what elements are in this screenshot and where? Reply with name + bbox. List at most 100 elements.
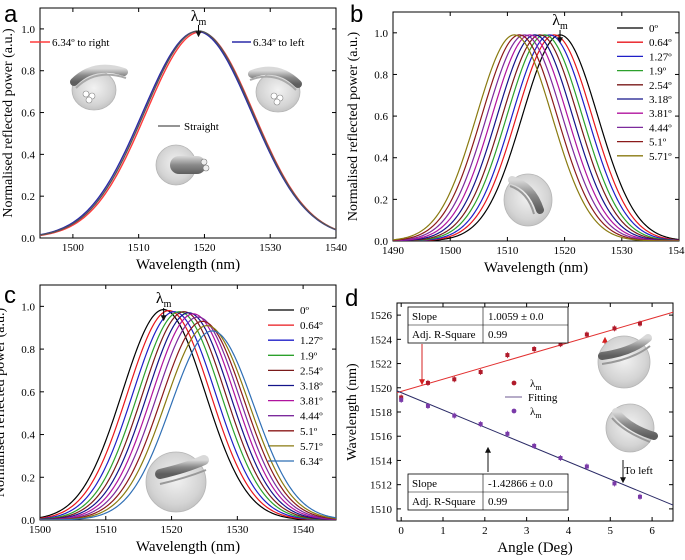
c-series-line-5 [40, 312, 336, 520]
b-y-axis-title: Normalised reflected power (a.u.) [346, 32, 361, 222]
d-point-series-0 [584, 332, 589, 337]
c-series-line-10 [40, 330, 336, 520]
b-ytick-label: 0.0 [374, 236, 388, 248]
d-xtick-label: 5 [608, 525, 614, 537]
panel-a: 1500 1510 1520 1530 1540 0.0 0.2 0.4 0.6 0.8 1.0 Wa… [1, 7, 348, 273]
d-ytick-label: 1522 [370, 359, 392, 371]
d-point-series-1 [612, 481, 617, 486]
d-ytick-label: 1510 [370, 504, 393, 516]
c-legend-label-8: 5.1º [300, 426, 318, 438]
d-table-value: 0.99 [488, 329, 508, 341]
a-xtick-label: 1530 [259, 242, 282, 254]
d-table-value: 0.99 [488, 496, 508, 508]
d-xtick-label: 4 [566, 525, 572, 537]
c-plot-frame [39, 284, 337, 521]
panel-a-letter: a [4, 1, 18, 28]
a-series-line-2 [40, 30, 336, 236]
c-ytick-label: 1.0 [21, 301, 35, 313]
a-xtick-label: 1540 [325, 242, 348, 254]
b-series-line-5 [393, 34, 679, 241]
c-x-axis-title: Wavelength (nm) [136, 539, 240, 555]
a-series-line-1 [40, 30, 336, 236]
d-point-series-0 [637, 321, 642, 326]
b-xtick-label: 1540 [668, 245, 685, 257]
b-series-line-7 [393, 34, 679, 241]
c-xtick-label: 1530 [226, 524, 249, 536]
c-series-line-1 [40, 310, 336, 520]
d-legend-label-0: λm [530, 378, 542, 392]
b-legend-label-8: 5.1º [649, 137, 667, 149]
b-plot-frame [392, 11, 680, 242]
fiber-illustration-c [145, 451, 209, 513]
c-series-line-7 [40, 316, 336, 520]
c-legend-label-9: 5.71º [300, 441, 323, 453]
d-table-label: Slope [412, 478, 437, 490]
c-ytick-label: 0.6 [21, 387, 35, 399]
b-ytick-label: 1.0 [374, 28, 388, 40]
label-to-left: 6.34º to left [253, 37, 304, 49]
b-xtick-label: 1490 [382, 245, 405, 257]
b-legend-label-7: 4.44º [649, 122, 672, 134]
d-table-label: Adj. R-Square [412, 496, 476, 508]
fiber-illustration-b [503, 173, 553, 227]
b-xtick-label: 1510 [496, 245, 519, 257]
a-xtick-label: 1520 [193, 242, 216, 254]
d-fit-line-0 [396, 311, 674, 394]
b-xtick-label: 1520 [554, 245, 577, 257]
d-x-axis-title: Angle (Deg) [497, 540, 572, 556]
fiber-illustration-d-left [605, 403, 658, 453]
c-legend-label-3: 1.9º [300, 350, 318, 362]
c-series-line-6 [40, 313, 336, 520]
d-ytick-label: 1512 [370, 480, 392, 492]
d-xtick-label: 3 [524, 525, 530, 537]
c-legend-label-0: 0º [300, 305, 310, 317]
b-x-axis-title: Wavelength (nm) [484, 260, 588, 276]
d-point-series-1 [399, 397, 404, 402]
panel-b: 1490 1500 1510 1520 1530 1540 0.0 0.2 0.4 0.6 0.8 1… [346, 11, 685, 276]
b-series-line-6 [393, 34, 679, 241]
b-series-line-0 [393, 34, 679, 241]
b-series-line-9 [393, 34, 679, 241]
c-series-line-0 [40, 308, 336, 520]
b-legend-label-4: 2.54º [649, 80, 672, 92]
d-ytick-label: 1514 [370, 455, 393, 467]
c-y-axis-title: Normalised reflected power (a.u.) [0, 308, 8, 498]
a-ytick-label: 0.0 [21, 233, 35, 245]
b-xtick-label: 1530 [611, 245, 634, 257]
d-xtick-label: 6 [649, 525, 655, 537]
d-legend-swatch-2 [511, 408, 517, 414]
b-series-line-1 [393, 34, 679, 241]
panel-d: 0 1 2 3 4 5 6 1510 1512 1514 1516 1518 1520 1522 1524 1… [345, 302, 674, 556]
d-xtick-label: 2 [482, 525, 488, 537]
c-xtick-label: 1500 [29, 524, 52, 536]
c-ytick-label: 0.0 [21, 515, 35, 527]
a-y-axis-title: Normalised reflected power (a.u.) [1, 28, 16, 218]
label-to-right: 6.34º to right [52, 37, 110, 49]
panel-d-letter: d [345, 285, 358, 312]
c-xtick-label: 1520 [161, 524, 184, 536]
a-series-line-0 [40, 31, 336, 237]
c-xtick-label: 1510 [95, 524, 118, 536]
d-point-series-1 [505, 431, 510, 436]
fiber-illustration-d-right [597, 334, 652, 389]
a-ytick-label: 0.2 [21, 191, 35, 203]
d-table-value: -1.42866 ± 0.0 [488, 478, 553, 490]
fiber-illustration-straight [155, 144, 210, 186]
b-legend-label-9: 5.71º [649, 151, 672, 163]
d-annotation-to-left: To left [624, 465, 653, 477]
d-ytick-label: 1524 [370, 334, 393, 346]
b-legend-label-1: 0.64º [649, 37, 672, 49]
d-ytick-label: 1526 [370, 310, 393, 322]
d-point-series-0 [452, 377, 457, 382]
a-ytick-label: 0.4 [21, 149, 35, 161]
b-legend-label-5: 3.18º [649, 94, 672, 106]
c-legend-label-4: 2.54º [300, 365, 323, 377]
d-point-series-1 [452, 413, 457, 418]
d-fit-line-1 [396, 390, 674, 506]
a-xtick-label: 1510 [128, 242, 151, 254]
d-point-series-0 [612, 326, 617, 331]
b-series-line-2 [393, 34, 679, 241]
c-legend-label-10: 6.34º [300, 456, 323, 468]
d-table-value: 1.0059 ± 0.0 [488, 311, 544, 323]
